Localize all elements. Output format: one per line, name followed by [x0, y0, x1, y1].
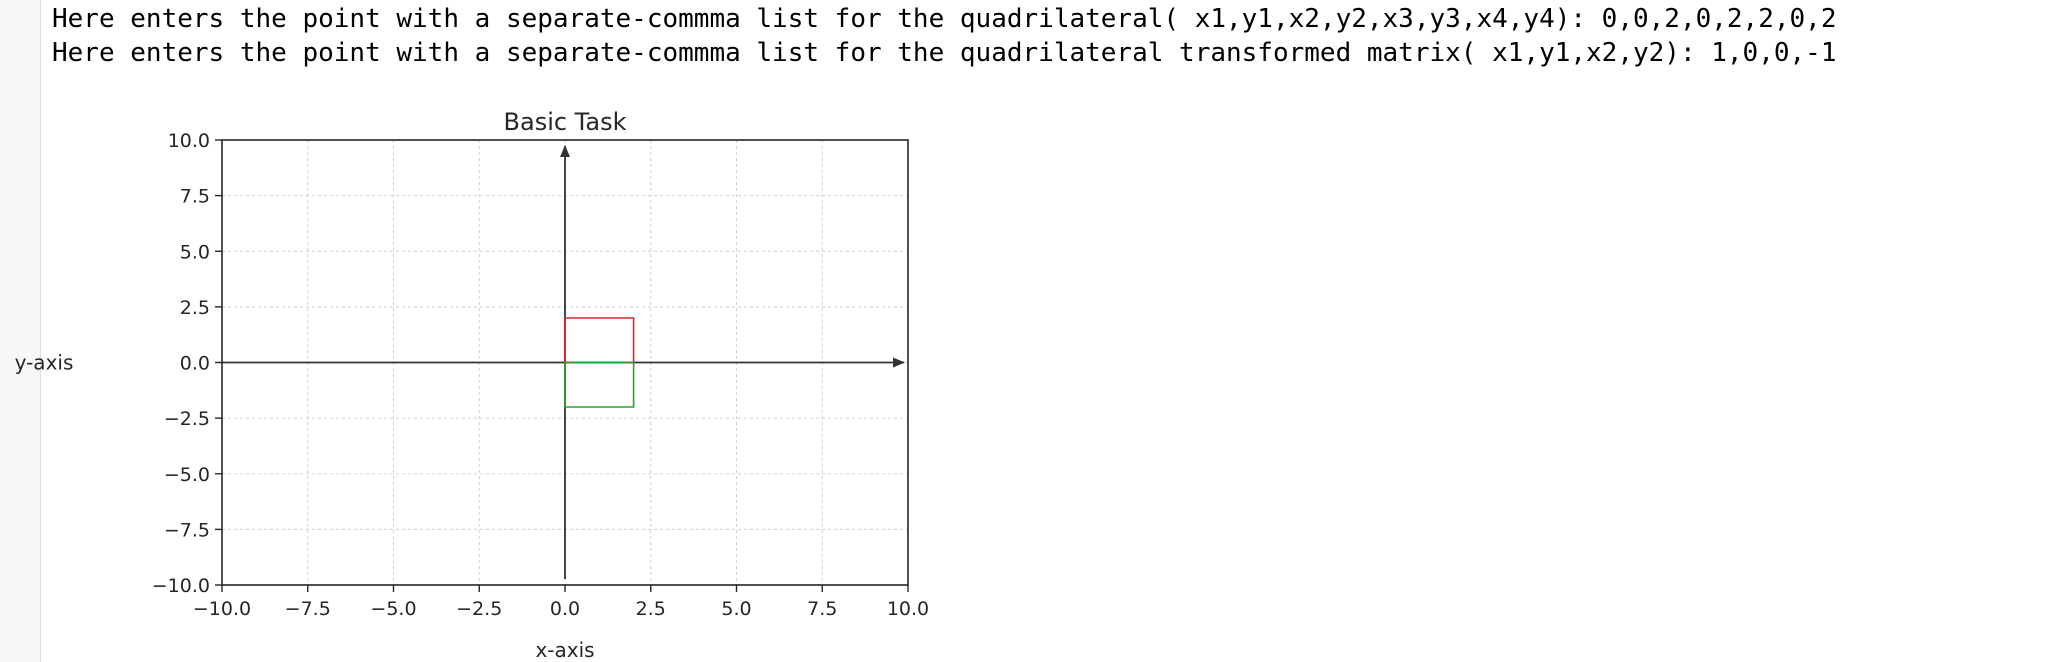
- y-tick-label: −10.0: [152, 575, 210, 597]
- x-tick-label: −7.5: [285, 598, 331, 620]
- cell-gutter: [0, 0, 41, 662]
- original-quadrilateral: [564, 317, 635, 364]
- cell-output: Here enters the point with a separate-co…: [52, 0, 2052, 662]
- transformed-quadrilateral: [564, 361, 635, 408]
- x-axis-arrow-icon: [893, 357, 905, 368]
- x-axis-label: x-axis: [535, 638, 594, 660]
- ticks: −10.0 −7.5 −5.0 −2.5 0.0 2.5 5.0 7.5 10.0 −10.0 −7…: [152, 130, 929, 620]
- y-tick-label: 10.0: [168, 130, 210, 152]
- x-tick-label: 10.0: [887, 598, 929, 620]
- y-axis-label: y-axis: [15, 351, 74, 375]
- y-tick-label: −7.5: [164, 519, 210, 541]
- output-line-matrix: Here enters the point with a separate-co…: [52, 38, 1837, 68]
- x-tick-label: 5.0: [721, 598, 751, 620]
- x-tick-label: −10.0: [193, 598, 251, 620]
- y-tick-label: 0.0: [180, 353, 210, 375]
- y-tick-label: 7.5: [180, 186, 210, 208]
- x-tick-label: 0.0: [550, 598, 580, 620]
- x-tick-label: −2.5: [456, 598, 502, 620]
- output-line-quadrilateral: Here enters the point with a separate-co…: [52, 4, 1837, 34]
- chart-title: Basic Task: [504, 108, 627, 136]
- series-group: [564, 317, 635, 408]
- plot-figure: −10.0 −7.5 −5.0 −2.5 0.0 2.5 5.0 7.5 10.0 −10.0 −7…: [15, 108, 930, 660]
- y-tick-label: 5.0: [180, 241, 210, 263]
- x-tick-label: −5.0: [370, 598, 416, 620]
- y-tick-label: −5.0: [164, 464, 210, 486]
- y-tick-label: 2.5: [180, 297, 210, 319]
- x-tick-label: 2.5: [636, 598, 666, 620]
- y-tick-label: −2.5: [164, 408, 210, 430]
- y-axis-arrow-icon: [560, 145, 570, 157]
- axes: [222, 145, 905, 579]
- x-tick-label: 7.5: [807, 598, 837, 620]
